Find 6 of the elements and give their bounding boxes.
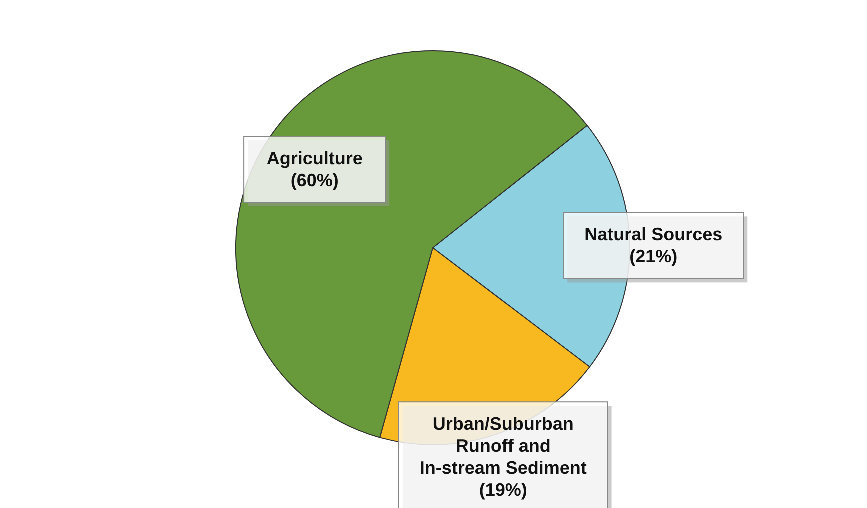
slice-label: Urban/Suburban Runoff and In-stream Sediment [420,414,587,478]
slice-label: Agriculture [266,148,363,169]
data-label: (21%) [630,246,678,267]
data-label: (19%) [479,480,528,500]
slice-label: Natural Sources [584,224,723,245]
data-label: (60%) [290,170,339,191]
